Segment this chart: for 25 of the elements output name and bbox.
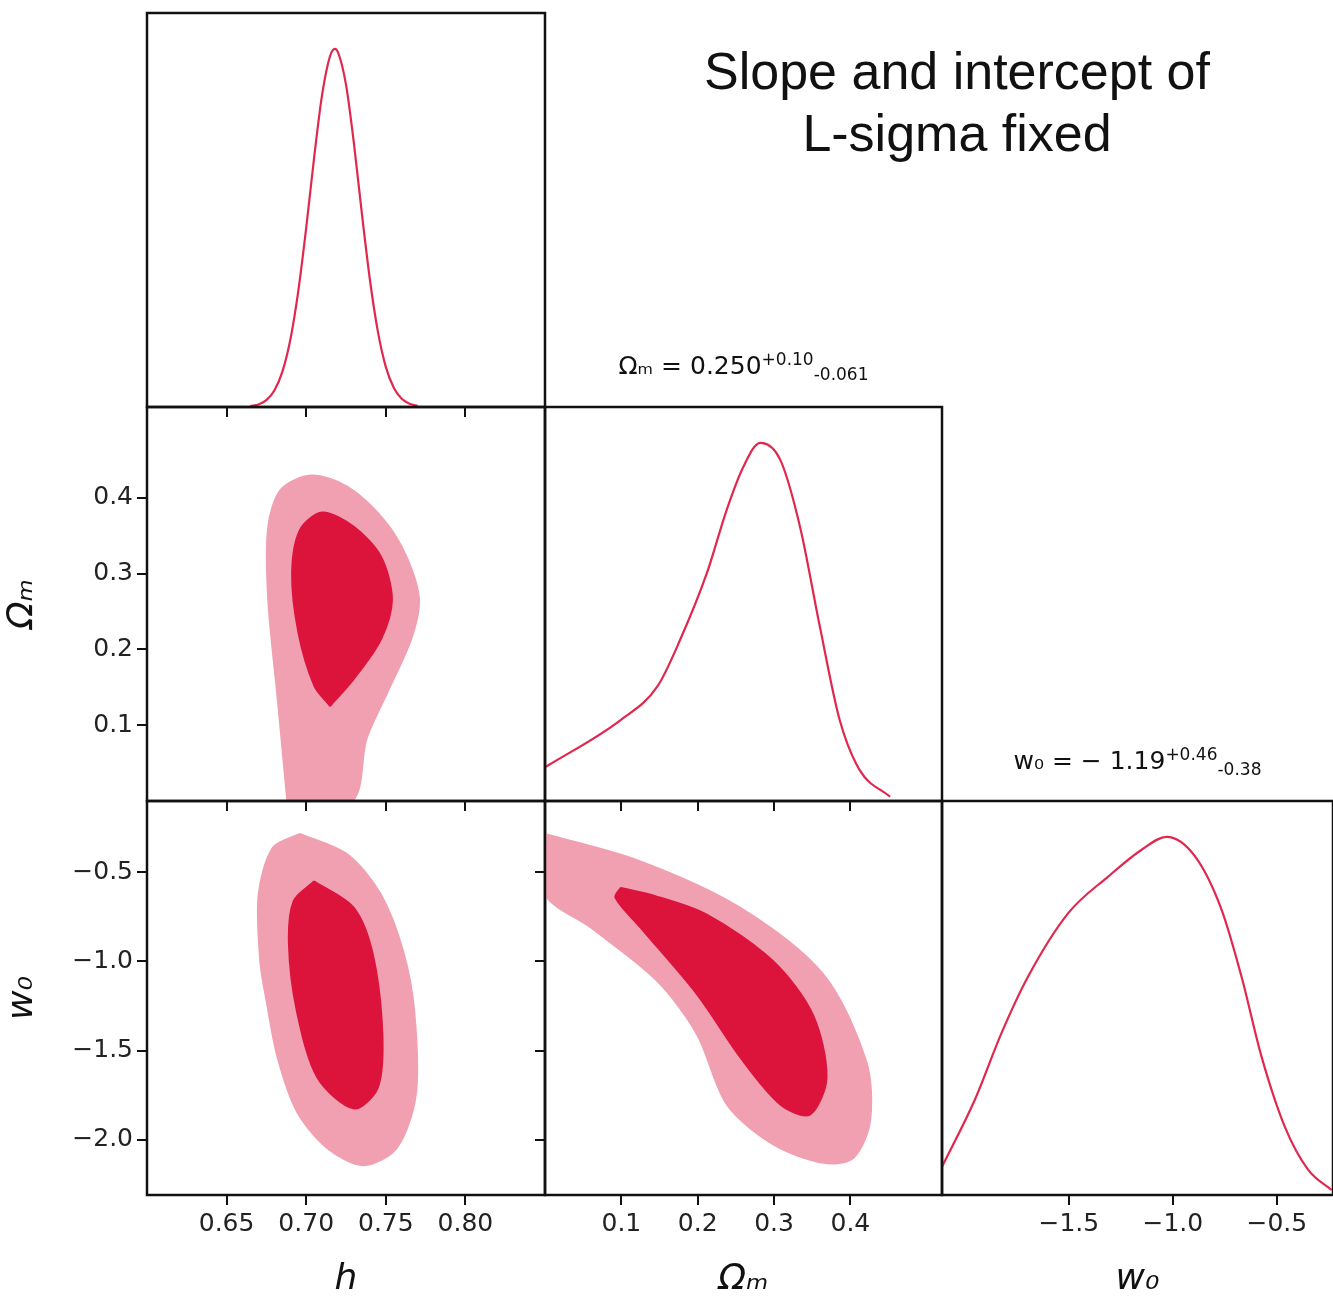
x-axis-title: h: [334, 1255, 358, 1297]
y-tick-label: 0.2: [93, 632, 133, 662]
x-tick-label: 0.3: [754, 1207, 794, 1237]
x-tick-label: 0.1: [601, 1207, 642, 1237]
y-tick-label: −0.5: [72, 855, 133, 885]
y-tick-label: 0.3: [93, 557, 133, 587]
x-tick-label: 0.75: [357, 1207, 414, 1237]
x-tick-label: 0.65: [198, 1207, 255, 1237]
y-axis-title: w₀: [0, 976, 40, 1020]
x-tick-label: 0.2: [677, 1207, 718, 1237]
x-axis-title: Ωₘ: [716, 1255, 769, 1297]
x-tick-label: 0.70: [278, 1207, 335, 1237]
x-tick-label: −1.5: [1038, 1207, 1100, 1237]
y-tick-label: −2.0: [72, 1123, 133, 1153]
y-tick-label: 0.1: [93, 708, 133, 738]
text: Slope and intercept of L-sigma fixed: [703, 41, 1211, 164]
y-axis-title: Ωₘ: [0, 579, 40, 631]
x-tick-label: 0.80: [437, 1207, 494, 1237]
y-tick-label: 0.4: [93, 481, 133, 511]
y-tick-label: −1.5: [72, 1034, 133, 1064]
x-tick-label: −0.5: [1246, 1207, 1308, 1237]
x-tick-label: −1.0: [1142, 1207, 1204, 1237]
x-axis-title: w₀: [1115, 1255, 1160, 1297]
y-tick-label: −1.0: [72, 944, 133, 974]
x-tick-label: 0.4: [830, 1207, 871, 1237]
